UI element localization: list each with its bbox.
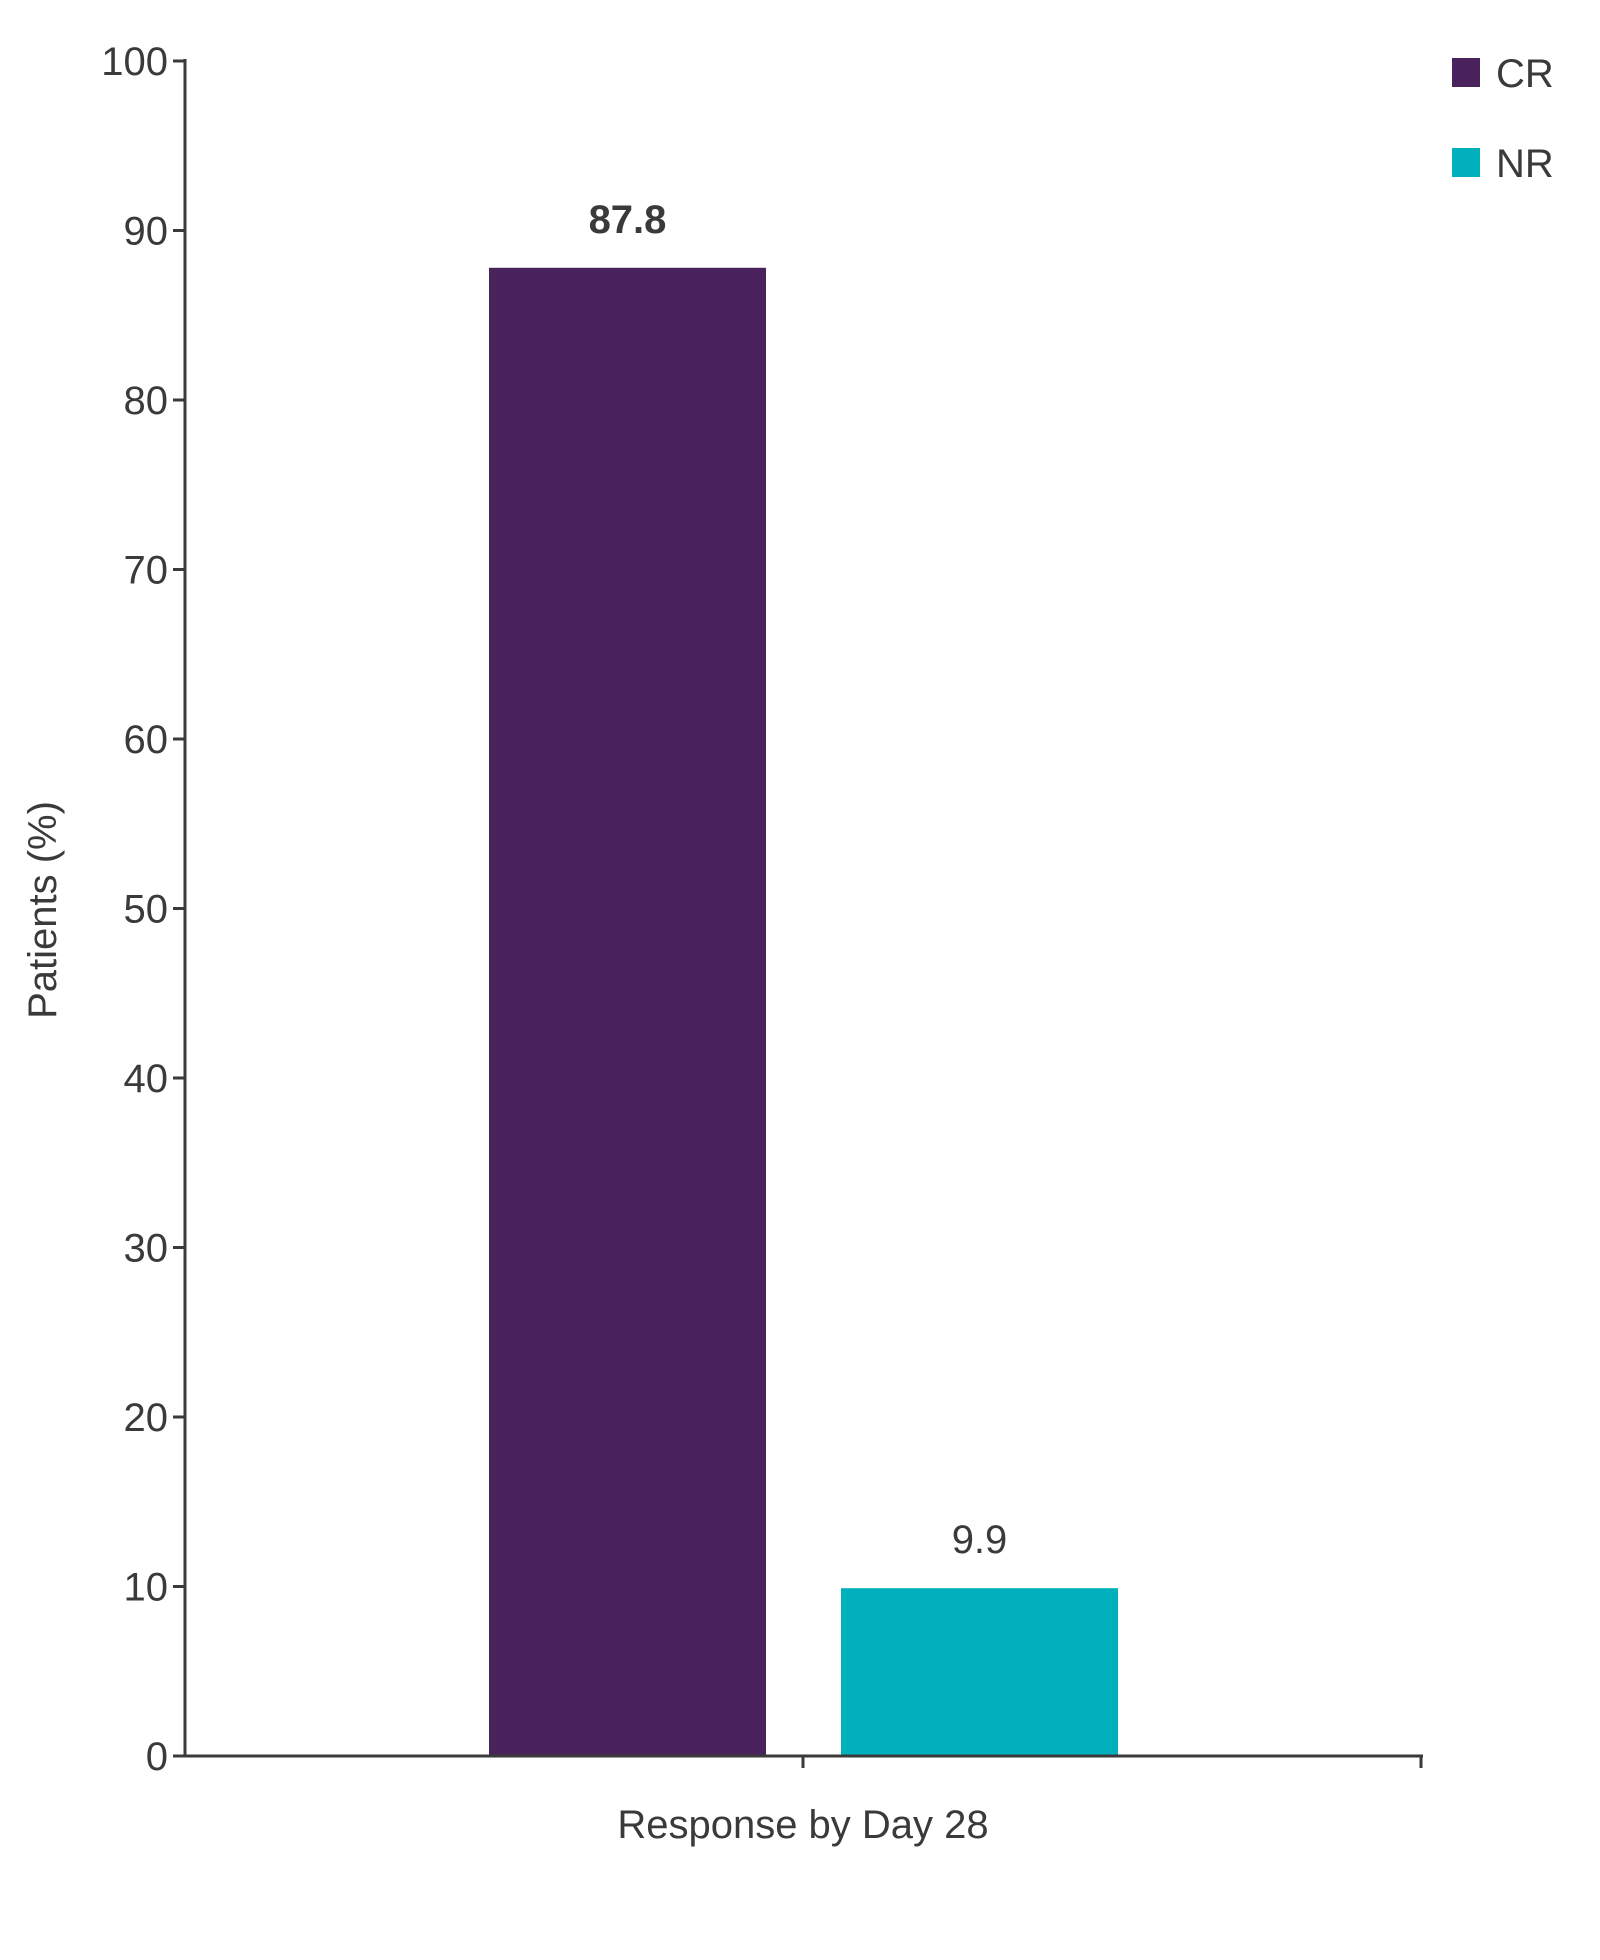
y-tick-label: 30 xyxy=(124,1227,169,1271)
y-tick-label: 100 xyxy=(101,40,168,84)
y-tick-label: 0 xyxy=(146,1735,168,1779)
y-tick-label: 20 xyxy=(124,1396,169,1440)
legend-label-nr: NR xyxy=(1496,142,1554,186)
y-tick-label: 70 xyxy=(124,549,169,593)
data-label-nr: 9.9 xyxy=(952,1518,1008,1562)
y-tick-label: 90 xyxy=(124,210,169,254)
y-tick-label: 60 xyxy=(124,718,169,762)
data-label-cr: 87.8 xyxy=(589,198,667,242)
y-tick-label: 40 xyxy=(124,1057,169,1101)
y-tick-label: 10 xyxy=(124,1566,169,1610)
legend-label-cr: CR xyxy=(1496,52,1554,96)
y-tick-label: 80 xyxy=(124,379,169,423)
bar-cr xyxy=(489,267,766,1756)
y-axis-label: Patients (%) xyxy=(21,801,65,1019)
legend-swatch-cr xyxy=(1452,58,1480,87)
x-category-label: Response by Day 28 xyxy=(617,1803,988,1847)
legend-swatch-nr xyxy=(1452,148,1480,177)
y-tick-label: 50 xyxy=(124,888,169,932)
bar-nr xyxy=(841,1588,1118,1756)
